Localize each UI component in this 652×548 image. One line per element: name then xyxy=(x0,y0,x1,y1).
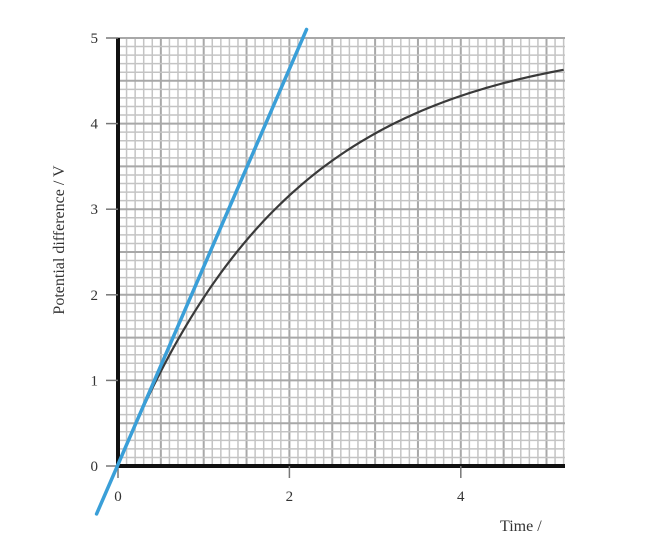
x-tick-label: 4 xyxy=(457,489,465,505)
y-tick-label: 3 xyxy=(91,202,99,218)
series xyxy=(94,27,564,516)
ticks: 0 2 4 0 1 2 3 4 5 xyxy=(91,31,466,505)
y-axis-title: Potential difference / V xyxy=(51,165,68,315)
grid xyxy=(118,37,565,466)
tangent-line xyxy=(94,27,309,516)
x-tick-label: 0 xyxy=(114,489,122,505)
y-tick-label: 5 xyxy=(91,31,99,47)
x-tick-label: 2 xyxy=(286,489,294,505)
x-axis-title: Time / xyxy=(500,518,542,535)
axes xyxy=(116,38,565,468)
y-tick-label: 4 xyxy=(91,117,99,133)
y-tick-label: 0 xyxy=(91,459,99,475)
y-tick-label: 1 xyxy=(91,373,99,389)
y-tick-label: 2 xyxy=(91,288,99,304)
charging-curve xyxy=(116,68,564,467)
